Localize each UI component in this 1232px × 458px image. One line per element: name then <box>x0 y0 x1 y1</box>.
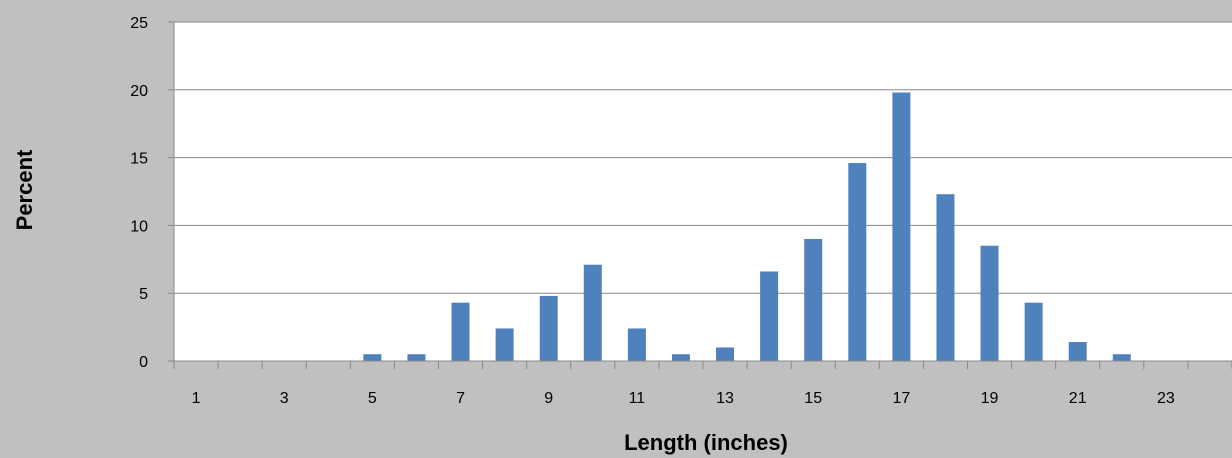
bar <box>671 354 690 361</box>
x-tick-label: 11 <box>629 390 646 407</box>
x-tick-label: 1 <box>192 390 201 407</box>
bar <box>627 328 646 361</box>
bars <box>363 92 1131 362</box>
bar <box>495 328 514 361</box>
plot-area <box>174 22 1232 361</box>
bar <box>1112 354 1131 361</box>
x-tick-label: 3 <box>280 390 289 407</box>
bar <box>451 302 470 361</box>
bar <box>892 92 911 362</box>
bar <box>804 238 823 361</box>
bar <box>848 163 867 361</box>
bar <box>363 354 382 361</box>
x-tick-label: 15 <box>804 390 822 407</box>
x-tick-label: 23 <box>1157 390 1175 407</box>
bar <box>716 347 735 361</box>
bar <box>583 264 602 361</box>
x-tick-label: 5 <box>368 390 377 407</box>
gridlines <box>174 21 1232 294</box>
y-tick-label: 20 <box>130 83 148 100</box>
y-axis-title: Percent <box>12 149 37 230</box>
x-tick-label: 17 <box>892 390 910 407</box>
y-tick-label: 0 <box>139 354 148 371</box>
bar <box>1024 302 1043 361</box>
axes <box>168 21 1232 369</box>
bar <box>936 194 955 361</box>
x-axis-title: Length (inches) <box>624 430 788 455</box>
y-tick-label: 25 <box>130 15 148 32</box>
bar <box>760 271 779 361</box>
bar <box>1068 342 1087 361</box>
x-tick-label: 13 <box>716 390 734 407</box>
x-tick-label: 19 <box>981 390 999 407</box>
bar <box>980 245 999 361</box>
x-tick-label: 9 <box>544 390 553 407</box>
bar <box>539 295 558 361</box>
y-tick-label: 5 <box>139 286 148 303</box>
y-tick-label: 15 <box>130 151 148 168</box>
y-tick-label: 10 <box>130 218 148 235</box>
x-tick-label: 7 <box>456 390 465 407</box>
x-tick-label: 21 <box>1069 390 1087 407</box>
bar <box>407 354 426 361</box>
